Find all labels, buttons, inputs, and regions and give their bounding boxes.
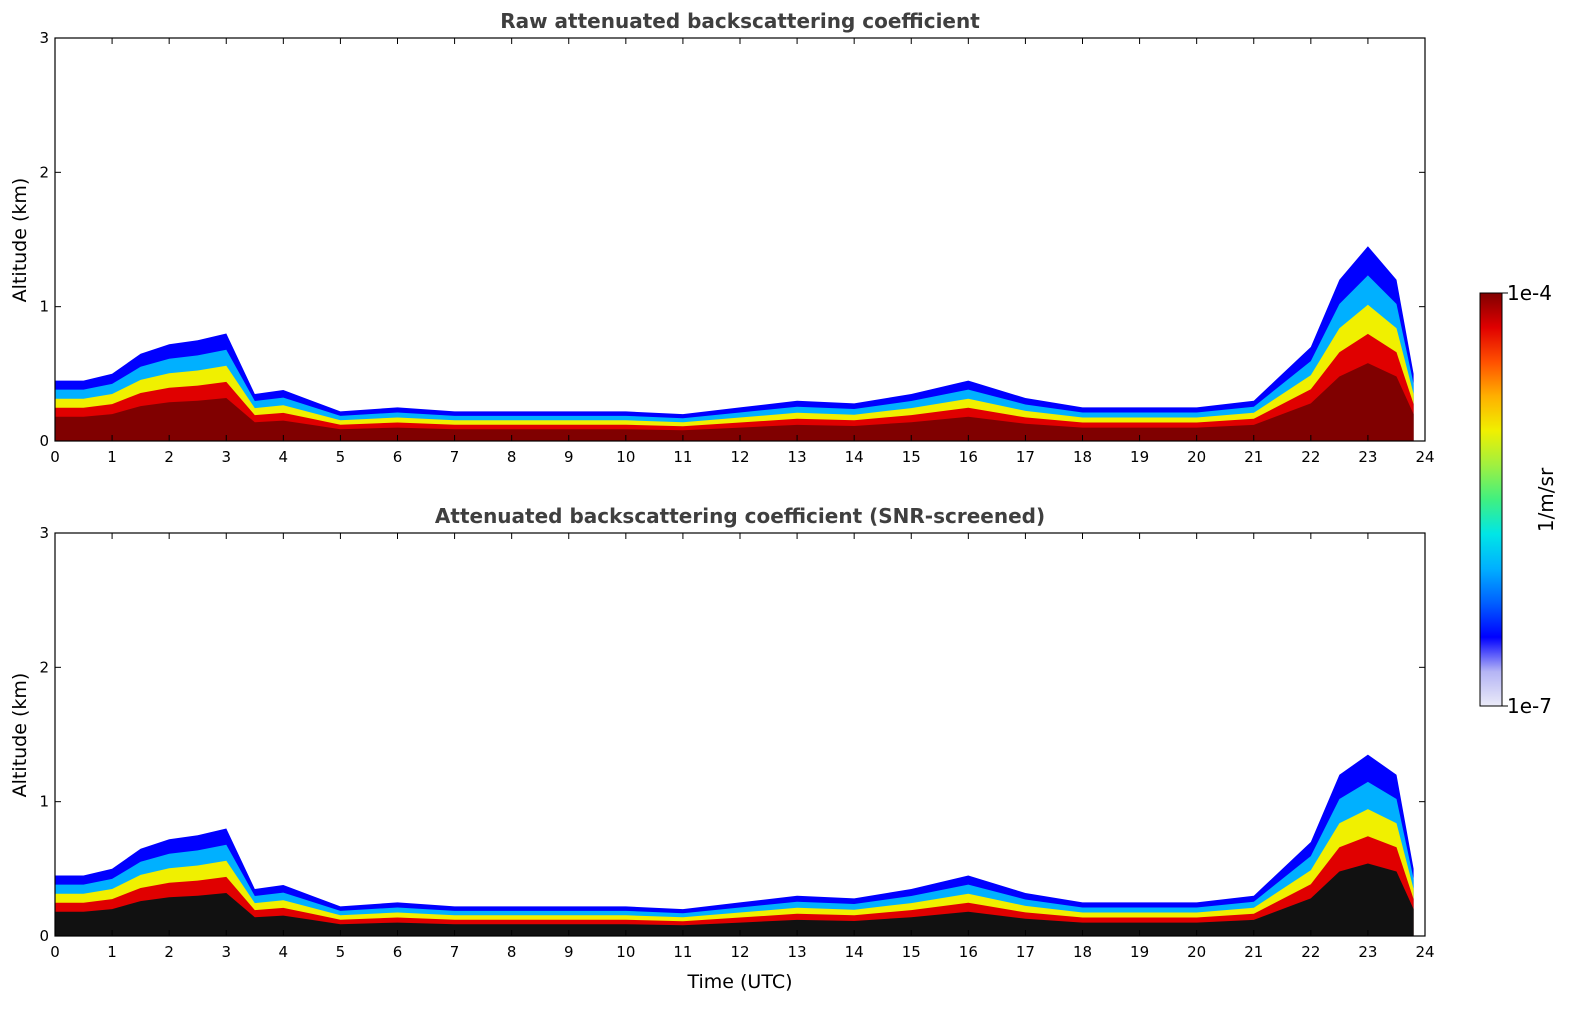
y-tick-label: 2 bbox=[39, 658, 49, 676]
colorbar-unit-label: 1/m/sr bbox=[1534, 467, 1558, 532]
screened-x-ticks: 0 1 2 3 4 5 6 7 8 9 10 11 12 13 14 15 16 17 18 19 20 21 22 23 24 bbox=[50, 533, 1435, 961]
raw-x-ticks: 0 1 2 3 4 5 6 7 8 9 10 11 12 13 14 15 16 17 18 19 20 21 22 23 24 bbox=[50, 38, 1435, 466]
x-tick-label: 6 bbox=[393, 448, 403, 466]
x-tick-label: 0 bbox=[50, 943, 60, 961]
x-tick-label: 3 bbox=[221, 448, 231, 466]
x-tick-label: 3 bbox=[221, 943, 231, 961]
x-tick-label: 12 bbox=[730, 448, 749, 466]
screened-plot-frame bbox=[54, 532, 1426, 937]
colorbar-max-label: 1e-4 bbox=[1507, 281, 1552, 305]
y-tick-label: 3 bbox=[39, 524, 49, 542]
x-tick-label: 16 bbox=[959, 943, 978, 961]
y-tick-label: 2 bbox=[39, 163, 49, 181]
x-tick-label: 2 bbox=[164, 448, 174, 466]
x-tick-label: 18 bbox=[1073, 943, 1092, 961]
y-tick-label: 1 bbox=[39, 298, 49, 316]
x-tick-label: 6 bbox=[393, 943, 403, 961]
colorbar-min-label: 1e-7 bbox=[1507, 694, 1552, 718]
y-tick-label: 0 bbox=[39, 432, 49, 450]
x-tick-label: 7 bbox=[450, 448, 460, 466]
screened-heatmap-area bbox=[55, 754, 1414, 936]
x-tick-label: 13 bbox=[788, 448, 807, 466]
x-tick-label: 11 bbox=[673, 448, 692, 466]
y-tick-label: 0 bbox=[39, 927, 49, 945]
x-tick-label: 14 bbox=[845, 448, 864, 466]
x-tick-label: 14 bbox=[845, 943, 864, 961]
y-tick-label: 3 bbox=[39, 29, 49, 47]
x-tick-label: 15 bbox=[902, 448, 921, 466]
x-tick-label: 20 bbox=[1187, 943, 1206, 961]
x-tick-label: 7 bbox=[450, 943, 460, 961]
screened-backscatter-panel: Attenuated backscattering coefficient (S… bbox=[9, 504, 1435, 993]
screened-y-ticks: 0 1 2 3 bbox=[39, 524, 1425, 945]
x-tick-label: 4 bbox=[279, 448, 289, 466]
x-tick-label: 19 bbox=[1130, 943, 1149, 961]
x-tick-label: 22 bbox=[1301, 943, 1320, 961]
raw-y-ticks: 0 1 2 3 bbox=[39, 29, 1425, 450]
x-tick-label: 10 bbox=[616, 448, 635, 466]
x-tick-label: 10 bbox=[616, 943, 635, 961]
x-tick-label: 21 bbox=[1244, 448, 1263, 466]
raw-heatmap-area bbox=[55, 246, 1414, 441]
x-tick-label: 23 bbox=[1358, 448, 1377, 466]
colorbar: 1e-4 1e-7 1/m/sr bbox=[1479, 281, 1558, 718]
x-tick-label: 19 bbox=[1130, 448, 1149, 466]
x-tick-label: 0 bbox=[50, 448, 60, 466]
x-tick-label: 23 bbox=[1358, 943, 1377, 961]
raw-panel-title: Raw attenuated backscattering coefficien… bbox=[500, 9, 980, 33]
x-tick-label: 20 bbox=[1187, 448, 1206, 466]
x-tick-label: 1 bbox=[107, 448, 117, 466]
x-tick-label: 24 bbox=[1415, 448, 1434, 466]
y-tick-label: 1 bbox=[39, 793, 49, 811]
backscatter-layer-band bbox=[55, 363, 1414, 441]
x-tick-label: 21 bbox=[1244, 943, 1263, 961]
x-tick-label: 8 bbox=[507, 943, 517, 961]
x-tick-label: 1 bbox=[107, 943, 117, 961]
x-tick-label: 5 bbox=[336, 943, 346, 961]
raw-plot-frame bbox=[54, 37, 1426, 442]
x-tick-label: 12 bbox=[730, 943, 749, 961]
x-tick-label: 9 bbox=[564, 943, 574, 961]
x-tick-label: 24 bbox=[1415, 943, 1434, 961]
screened-y-axis-label: Altitude (km) bbox=[9, 673, 31, 798]
screened-panel-title: Attenuated backscattering coefficient (S… bbox=[435, 504, 1045, 528]
x-tick-label: 18 bbox=[1073, 448, 1092, 466]
x-tick-label: 4 bbox=[279, 943, 289, 961]
x-tick-label: 5 bbox=[336, 448, 346, 466]
x-tick-label: 17 bbox=[1016, 943, 1035, 961]
x-tick-label: 22 bbox=[1301, 448, 1320, 466]
x-tick-label: 11 bbox=[673, 943, 692, 961]
raw-y-axis-label: Altitude (km) bbox=[9, 178, 31, 303]
x-tick-label: 13 bbox=[788, 943, 807, 961]
x-tick-label: 17 bbox=[1016, 448, 1035, 466]
colorbar-gradient bbox=[1479, 292, 1503, 707]
x-tick-label: 2 bbox=[164, 943, 174, 961]
x-tick-label: 16 bbox=[959, 448, 978, 466]
raw-backscatter-panel: Raw attenuated backscattering coefficien… bbox=[9, 9, 1435, 466]
x-tick-label: 15 bbox=[902, 943, 921, 961]
x-axis-label: Time (UTC) bbox=[686, 971, 792, 993]
x-tick-label: 9 bbox=[564, 448, 574, 466]
backscatter-layer-band bbox=[55, 863, 1414, 936]
x-tick-label: 8 bbox=[507, 448, 517, 466]
